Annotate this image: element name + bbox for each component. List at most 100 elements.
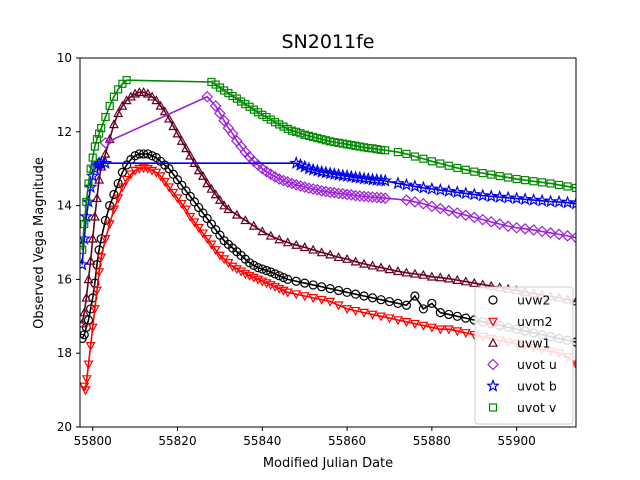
data-point — [83, 274, 94, 284]
legend-box — [474, 286, 574, 425]
data-point — [143, 149, 153, 159]
data-point — [210, 189, 221, 199]
data-point — [94, 155, 109, 169]
data-point — [168, 188, 179, 198]
data-point — [409, 319, 420, 329]
data-point — [335, 168, 350, 182]
data-point — [316, 247, 327, 257]
data-point — [317, 282, 327, 292]
data-point — [314, 164, 329, 178]
data-point — [164, 183, 175, 193]
data-point — [349, 189, 362, 202]
data-point — [302, 161, 316, 175]
data-point — [80, 245, 87, 254]
data-point — [369, 172, 384, 186]
data-point — [327, 167, 342, 181]
chart-title: SN2011fe — [281, 31, 374, 53]
data-point — [283, 124, 292, 133]
data-point — [378, 173, 393, 187]
data-point — [121, 175, 132, 186]
data-point — [336, 187, 349, 200]
data-point — [202, 235, 213, 245]
data-point — [435, 272, 446, 282]
data-point — [94, 129, 104, 138]
data-point — [376, 295, 386, 305]
data-point — [311, 183, 324, 196]
legend-item: uvot b — [486, 379, 557, 394]
data-point — [461, 165, 470, 174]
data-point — [341, 188, 353, 201]
data-point — [408, 179, 422, 193]
series-line — [81, 79, 576, 250]
data-point — [392, 266, 403, 276]
data-point — [80, 386, 91, 396]
data-point — [287, 126, 297, 135]
data-point — [257, 264, 267, 274]
data-point — [399, 177, 414, 191]
data-point — [274, 271, 284, 281]
data-point — [381, 146, 390, 155]
data-point — [304, 131, 314, 140]
data-point — [172, 128, 183, 138]
data-point — [82, 197, 91, 207]
data-point — [331, 167, 346, 181]
data-point — [307, 183, 320, 195]
data-point — [85, 342, 96, 352]
data-point — [359, 291, 369, 301]
plot-frame — [79, 57, 577, 428]
data-point — [206, 183, 217, 193]
data-point — [298, 181, 311, 193]
data-point — [340, 168, 354, 182]
data-point — [487, 317, 499, 327]
x-tick-label: 55900 — [498, 434, 536, 448]
data-point — [563, 182, 572, 191]
data-point — [281, 176, 294, 188]
data-point — [86, 164, 95, 173]
data-point — [109, 92, 119, 101]
data-point — [544, 227, 557, 239]
data-point — [348, 170, 363, 184]
data-point — [569, 196, 576, 210]
x-tick-label: 55860 — [328, 434, 366, 448]
data-point — [138, 149, 149, 159]
data-point — [189, 218, 200, 228]
data-point — [283, 274, 293, 284]
data-point — [410, 291, 420, 301]
data-point — [495, 171, 504, 181]
data-point — [434, 202, 447, 215]
data-point — [358, 190, 370, 203]
data-point — [231, 209, 242, 219]
data-point — [253, 275, 264, 285]
data-point — [450, 185, 465, 199]
data-point — [410, 152, 420, 161]
data-point — [218, 114, 230, 127]
data-point — [155, 100, 166, 110]
data-point — [510, 221, 523, 234]
data-point — [546, 179, 555, 188]
data-point — [401, 300, 412, 310]
data-point — [400, 194, 413, 206]
data-point — [286, 177, 298, 190]
x-tick-label: 55800 — [74, 434, 112, 448]
data-point — [552, 194, 566, 208]
data-point — [315, 184, 328, 197]
data-point — [488, 403, 498, 412]
data-point — [461, 313, 471, 323]
data-point — [504, 173, 513, 182]
data-point — [185, 212, 196, 222]
data-point — [282, 288, 293, 298]
data-point — [87, 323, 98, 333]
data-point — [342, 305, 353, 315]
data-point — [228, 91, 237, 101]
data-point — [560, 195, 575, 209]
data-point — [326, 137, 335, 146]
data-point — [159, 106, 170, 116]
data-point — [257, 277, 268, 287]
data-point — [478, 169, 487, 178]
data-point — [108, 205, 119, 215]
data-point — [418, 269, 429, 279]
data-point — [84, 179, 93, 188]
x-tick-label: 55820 — [158, 434, 196, 448]
data-point — [300, 278, 310, 288]
data-point — [214, 194, 225, 204]
